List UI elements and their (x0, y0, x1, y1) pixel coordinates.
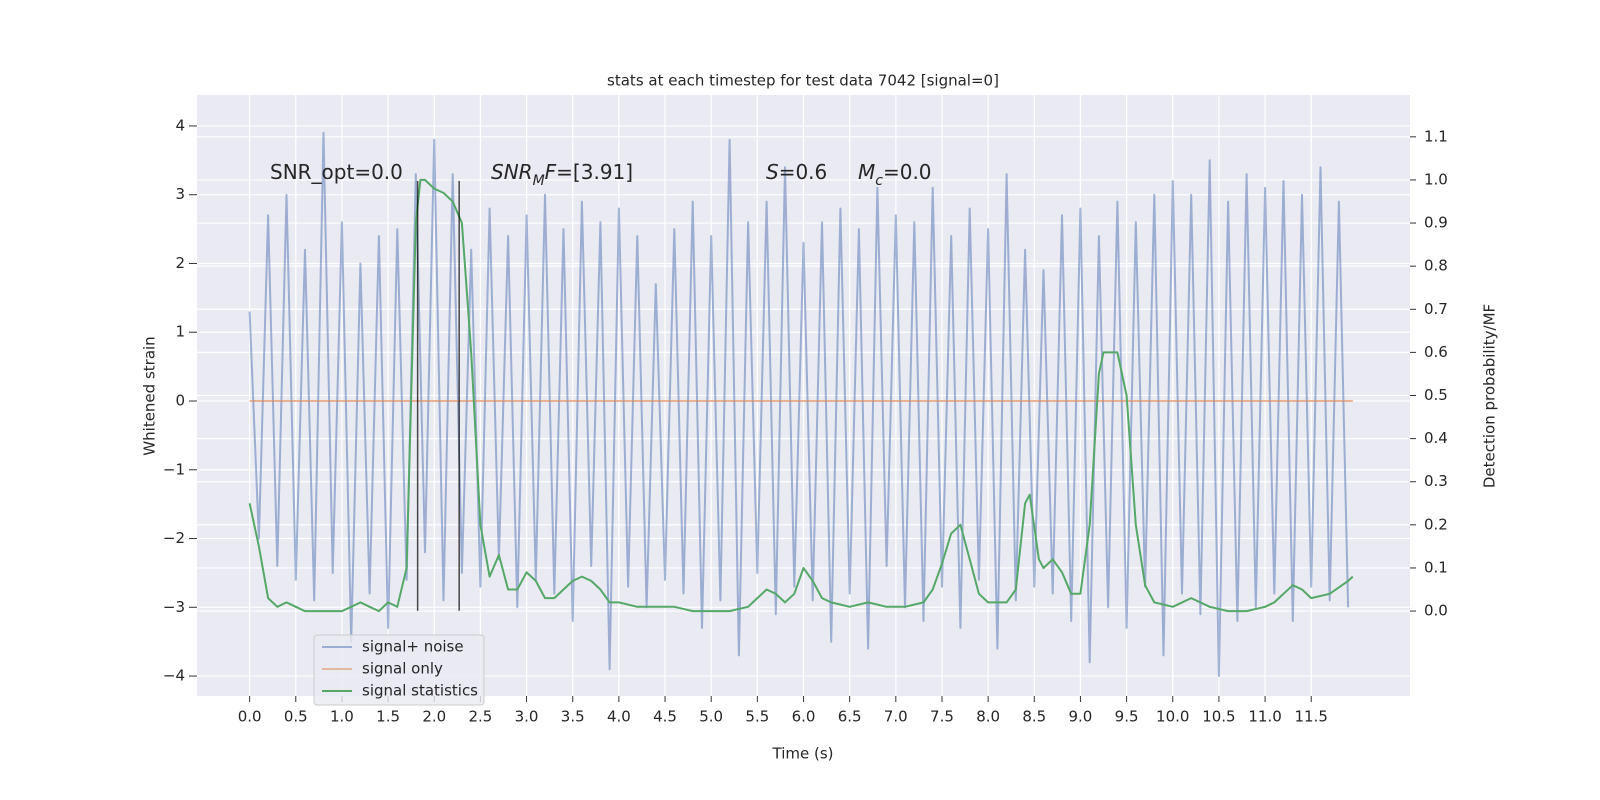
x-tick-label: 4.0 (607, 708, 631, 726)
x-tick-label: 4.5 (653, 708, 677, 726)
x-tick-label: 11.0 (1248, 708, 1281, 726)
y2-tick-label: 0.4 (1424, 429, 1448, 447)
x-tick-label: 9.0 (1069, 708, 1093, 726)
x-tick-label: 10.5 (1202, 708, 1235, 726)
x-tick-label: 1.5 (376, 708, 400, 726)
y-tick-label: 1 (175, 323, 185, 341)
x-tick-label: 7.0 (884, 708, 908, 726)
y2-tick-label: 0.6 (1424, 343, 1448, 361)
x-tick-label: 0.0 (238, 708, 262, 726)
y2-tick-label: 0.5 (1424, 386, 1448, 404)
x-tick-label: 6.0 (792, 708, 816, 726)
x-tick-label: 1.0 (330, 708, 354, 726)
y2-axis-label: Detection probability/MF (1481, 304, 1499, 488)
y2-tick-label: 0.9 (1424, 214, 1448, 232)
y-tick-label: 2 (175, 254, 185, 272)
y2-tick-label: 0.1 (1424, 558, 1448, 576)
annotation-part: M (533, 173, 545, 189)
legend-label: signal only (362, 660, 443, 678)
annotation-part: SNR (491, 160, 533, 184)
x-tick-label: 3.0 (515, 708, 539, 726)
legend-label: signal statistics (362, 682, 478, 700)
y2-tick-label: 1.0 (1424, 170, 1448, 188)
y-tick-label: −1 (163, 460, 185, 478)
x-axis-label: Time (s) (772, 745, 834, 763)
x-tick-label: 10.0 (1156, 708, 1189, 726)
x-tick-label: 5.0 (699, 708, 723, 726)
x-tick-label: 7.5 (930, 708, 954, 726)
y2-tick-label: 0.2 (1424, 515, 1448, 533)
series-line (248, 131, 1350, 678)
annotation-part: =[3.91] (556, 160, 633, 184)
y-tick-label: 4 (175, 116, 185, 134)
legend-label: signal+ noise (362, 638, 464, 656)
y-tick-label: −4 (163, 667, 185, 685)
x-tick-label: 9.5 (1115, 708, 1139, 726)
x-tick-label: 3.5 (561, 708, 585, 726)
y2-tick-label: 1.1 (1424, 127, 1448, 145)
annotation: Mc=0.0 (858, 160, 932, 190)
y2-tick-label: 0.0 (1424, 602, 1448, 620)
x-tick-label: 6.5 (838, 708, 862, 726)
annotation-part: c (875, 173, 883, 189)
annotation: SNRMF=[3.91] (491, 160, 633, 190)
series-line (248, 178, 1354, 613)
y-axis-label: Whitened strain (141, 336, 159, 455)
annotation-part: =0.0 (883, 160, 932, 184)
y2-tick-label: 0.8 (1424, 257, 1448, 275)
legend-box (313, 634, 485, 706)
y2-tick-label: 0.3 (1424, 472, 1448, 490)
annotation-part: M (858, 160, 875, 184)
x-tick-label: 11.5 (1295, 708, 1328, 726)
x-tick-label: 8.5 (1022, 708, 1046, 726)
x-tick-label: 8.0 (976, 708, 1000, 726)
y2-tick-label: 0.7 (1424, 300, 1448, 318)
x-tick-label: 2.0 (422, 708, 446, 726)
chart-title: stats at each timestep for test data 704… (607, 72, 999, 90)
annotation-part: S (766, 160, 779, 184)
y-tick-label: −2 (163, 529, 185, 547)
y-tick-label: 0 (175, 392, 185, 410)
y-tick-label: 3 (175, 185, 185, 203)
annotation: SNR_opt=0.0 (270, 160, 403, 184)
annotation-part: SNR_opt=0.0 (270, 160, 403, 184)
annotation-part: F (545, 160, 557, 184)
y-tick-label: −3 (163, 598, 185, 616)
x-tick-label: 2.5 (468, 708, 492, 726)
x-tick-label: 0.5 (284, 708, 308, 726)
annotation-part: =0.6 (779, 160, 828, 184)
x-tick-label: 5.5 (745, 708, 769, 726)
annotation: S=0.6 (766, 160, 827, 184)
